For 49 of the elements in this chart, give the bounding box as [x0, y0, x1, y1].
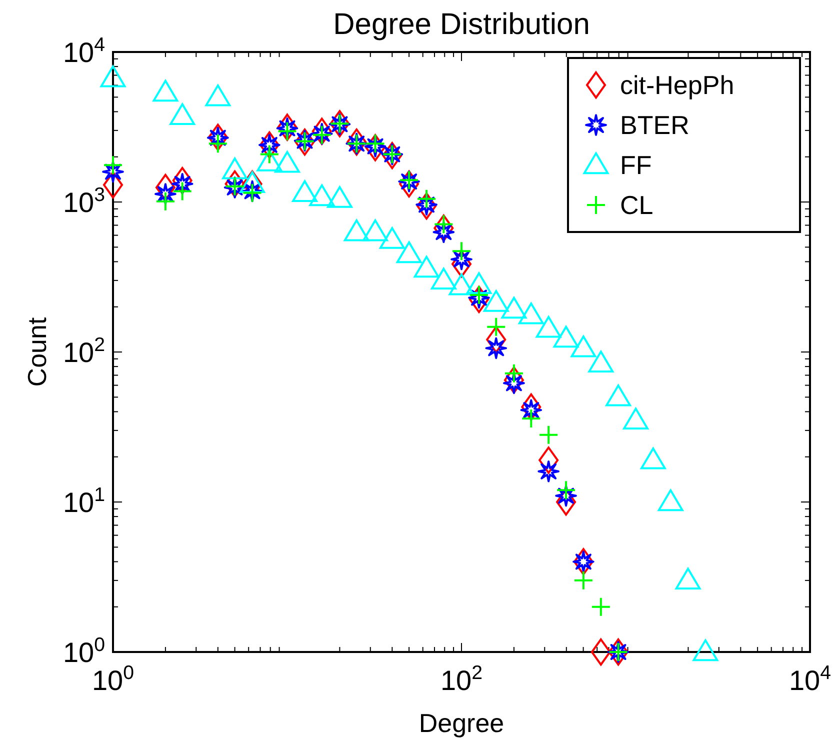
- y-tick-label: 10$^{2}$: [62, 334, 105, 368]
- point: [277, 121, 298, 142]
- point: [503, 372, 525, 394]
- point: [208, 134, 228, 154]
- x-axis-title: Degree: [418, 708, 504, 738]
- point: [573, 570, 594, 590]
- y-tick-label: 10$^{1}$: [62, 484, 105, 518]
- y-tick-label: 10$^{4}$: [62, 34, 106, 68]
- point: [294, 128, 315, 156]
- point: [364, 135, 386, 158]
- legend-label: cit-HepPh: [620, 70, 734, 100]
- y-axis-title: Count: [22, 316, 52, 387]
- point: [538, 446, 559, 474]
- legend-label: BTER: [620, 110, 690, 140]
- point: [556, 480, 576, 500]
- point: [382, 142, 402, 170]
- point: [432, 221, 455, 243]
- point: [486, 326, 506, 354]
- point: [434, 214, 454, 242]
- point: [312, 118, 332, 145]
- point: [365, 134, 386, 162]
- point: [504, 366, 524, 394]
- point: [399, 170, 420, 198]
- point: [521, 408, 542, 429]
- point: [452, 250, 472, 278]
- point: [416, 194, 438, 216]
- point: [346, 128, 367, 156]
- point: [468, 286, 489, 314]
- legend-label: FF: [620, 150, 652, 180]
- point: [416, 192, 437, 220]
- point: [485, 337, 508, 360]
- point: [590, 638, 611, 666]
- point: [468, 286, 490, 309]
- point: [538, 460, 560, 482]
- point: [434, 214, 454, 234]
- legend-label: CL: [620, 190, 654, 220]
- x-tick-label: 10$^{2}$: [440, 662, 483, 696]
- point: [452, 241, 472, 262]
- x-tick-label: 10$^{4}$: [788, 662, 832, 696]
- point: [590, 596, 611, 617]
- y-tick-label: 10$^{3}$: [62, 184, 106, 218]
- point: [276, 117, 298, 140]
- point: [224, 170, 245, 198]
- point: [555, 484, 577, 507]
- point: [277, 114, 298, 141]
- chart-title: Degree Distribution: [333, 8, 590, 41]
- point: [486, 316, 506, 337]
- point: [365, 134, 386, 154]
- point: [538, 424, 559, 445]
